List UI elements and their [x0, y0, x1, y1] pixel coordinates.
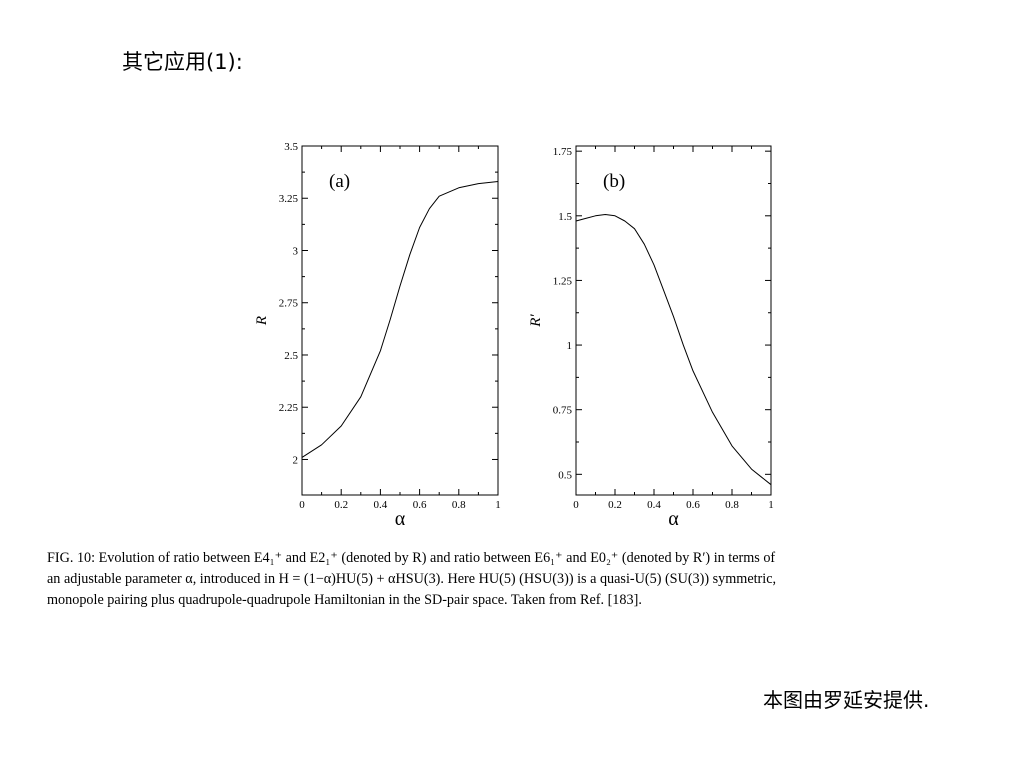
x-tick-label: 0.4: [647, 499, 661, 511]
credit-note: 本图由罗延安提供.: [763, 688, 930, 712]
caption-line-1: FIG. 10: Evolution of ratio between E4₁⁺…: [47, 550, 776, 566]
y-tick-label: 0.75: [553, 405, 573, 417]
y-tick-label: 2.75: [279, 298, 299, 310]
x-tick-label: 1: [495, 499, 501, 511]
y-tick-label: 3.5: [284, 141, 298, 153]
plot-frame: [575, 145, 772, 496]
y-tick-label: 2.25: [279, 402, 299, 414]
x-tick-label: 0.4: [374, 499, 388, 511]
x-tick-label: 0: [299, 499, 305, 511]
series-line: [575, 214, 772, 486]
chart-panel-b: 0 0.2 0.4 0.6 0.8 1 0.5 0.75 1 1.25 1.5 1.75 (b) α R′: [528, 145, 774, 530]
x-tick-label: 0.6: [413, 499, 427, 511]
x-axis-label: α: [395, 508, 406, 530]
y-tick-label: 1.25: [553, 275, 573, 287]
x-tick-label: 0.2: [608, 499, 622, 511]
y-tick-label: 3: [293, 245, 299, 257]
x-tick-label: 0: [573, 499, 579, 511]
y-tick-label: 1.75: [553, 146, 573, 158]
caption-line-2: an adjustable parameter α, introduced in…: [47, 571, 777, 587]
y-tick-label: 0.5: [558, 469, 572, 481]
panel-label: (a): [329, 171, 350, 192]
panel-label: (b): [603, 171, 625, 192]
y-tick-label: 1.5: [558, 211, 572, 223]
x-tick-label: 0.8: [452, 499, 466, 511]
figure-caption: FIG. 10: Evolution of ratio between E4₁⁺…: [47, 548, 997, 611]
x-tick-label: 0.2: [334, 499, 348, 511]
y-tick-label: 3.25: [279, 193, 299, 205]
y-axis-label: R′: [528, 314, 544, 328]
x-axis-label: α: [668, 508, 679, 530]
plot-frame: [301, 145, 499, 496]
x-tick-label: 0.6: [686, 499, 700, 511]
y-tick-label: 2: [293, 454, 299, 466]
slide-title: 其它应用(1):: [122, 50, 243, 74]
y-tick-label: 1: [567, 340, 573, 352]
chart-panel-a: 0 0.2 0.4 0.6 0.8 1 2 2.25 2.5 2.75 3 3.25 3.5 (a) α R: [254, 141, 501, 530]
x-tick-label: 1: [768, 499, 774, 511]
x-tick-label: 0.8: [725, 499, 739, 511]
y-tick-label: 2.5: [284, 350, 298, 362]
series-line: [301, 181, 499, 458]
y-axis-label: R: [254, 316, 270, 326]
caption-line-3: monopole pairing plus quadrupole-quadrup…: [47, 592, 642, 608]
